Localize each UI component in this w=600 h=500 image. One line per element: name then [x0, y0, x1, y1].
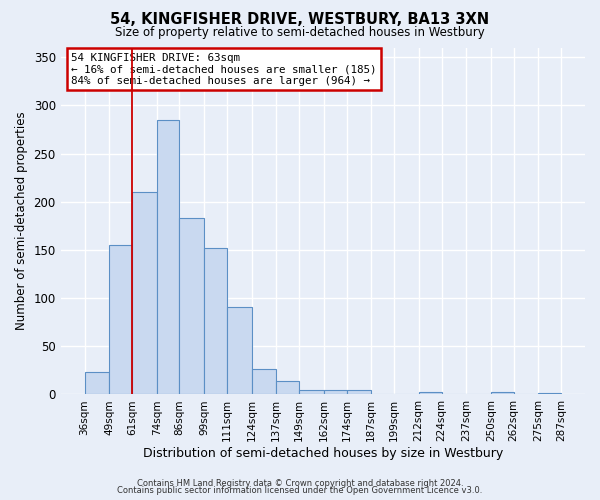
Bar	[132, 192, 157, 394]
Bar	[277, 381, 299, 394]
Bar	[491, 392, 514, 394]
Y-axis label: Number of semi-detached properties: Number of semi-detached properties	[15, 112, 28, 330]
Bar	[179, 218, 204, 394]
Bar	[85, 372, 109, 394]
Text: Contains HM Land Registry data © Crown copyright and database right 2024.: Contains HM Land Registry data © Crown c…	[137, 478, 463, 488]
Text: Contains public sector information licensed under the Open Government Licence v3: Contains public sector information licen…	[118, 486, 482, 495]
Bar	[299, 390, 324, 394]
Text: 54 KINGFISHER DRIVE: 63sqm
← 16% of semi-detached houses are smaller (185)
84% o: 54 KINGFISHER DRIVE: 63sqm ← 16% of semi…	[71, 52, 377, 86]
Text: 54, KINGFISHER DRIVE, WESTBURY, BA13 3XN: 54, KINGFISHER DRIVE, WESTBURY, BA13 3XN	[110, 12, 490, 28]
Bar	[251, 370, 277, 394]
Bar	[347, 390, 371, 394]
Bar	[204, 248, 227, 394]
Bar	[324, 390, 347, 394]
Text: Size of property relative to semi-detached houses in Westbury: Size of property relative to semi-detach…	[115, 26, 485, 39]
X-axis label: Distribution of semi-detached houses by size in Westbury: Distribution of semi-detached houses by …	[143, 447, 503, 460]
Bar	[157, 120, 179, 394]
Bar	[419, 392, 442, 394]
Bar	[227, 307, 251, 394]
Bar	[109, 245, 132, 394]
Bar	[538, 392, 561, 394]
